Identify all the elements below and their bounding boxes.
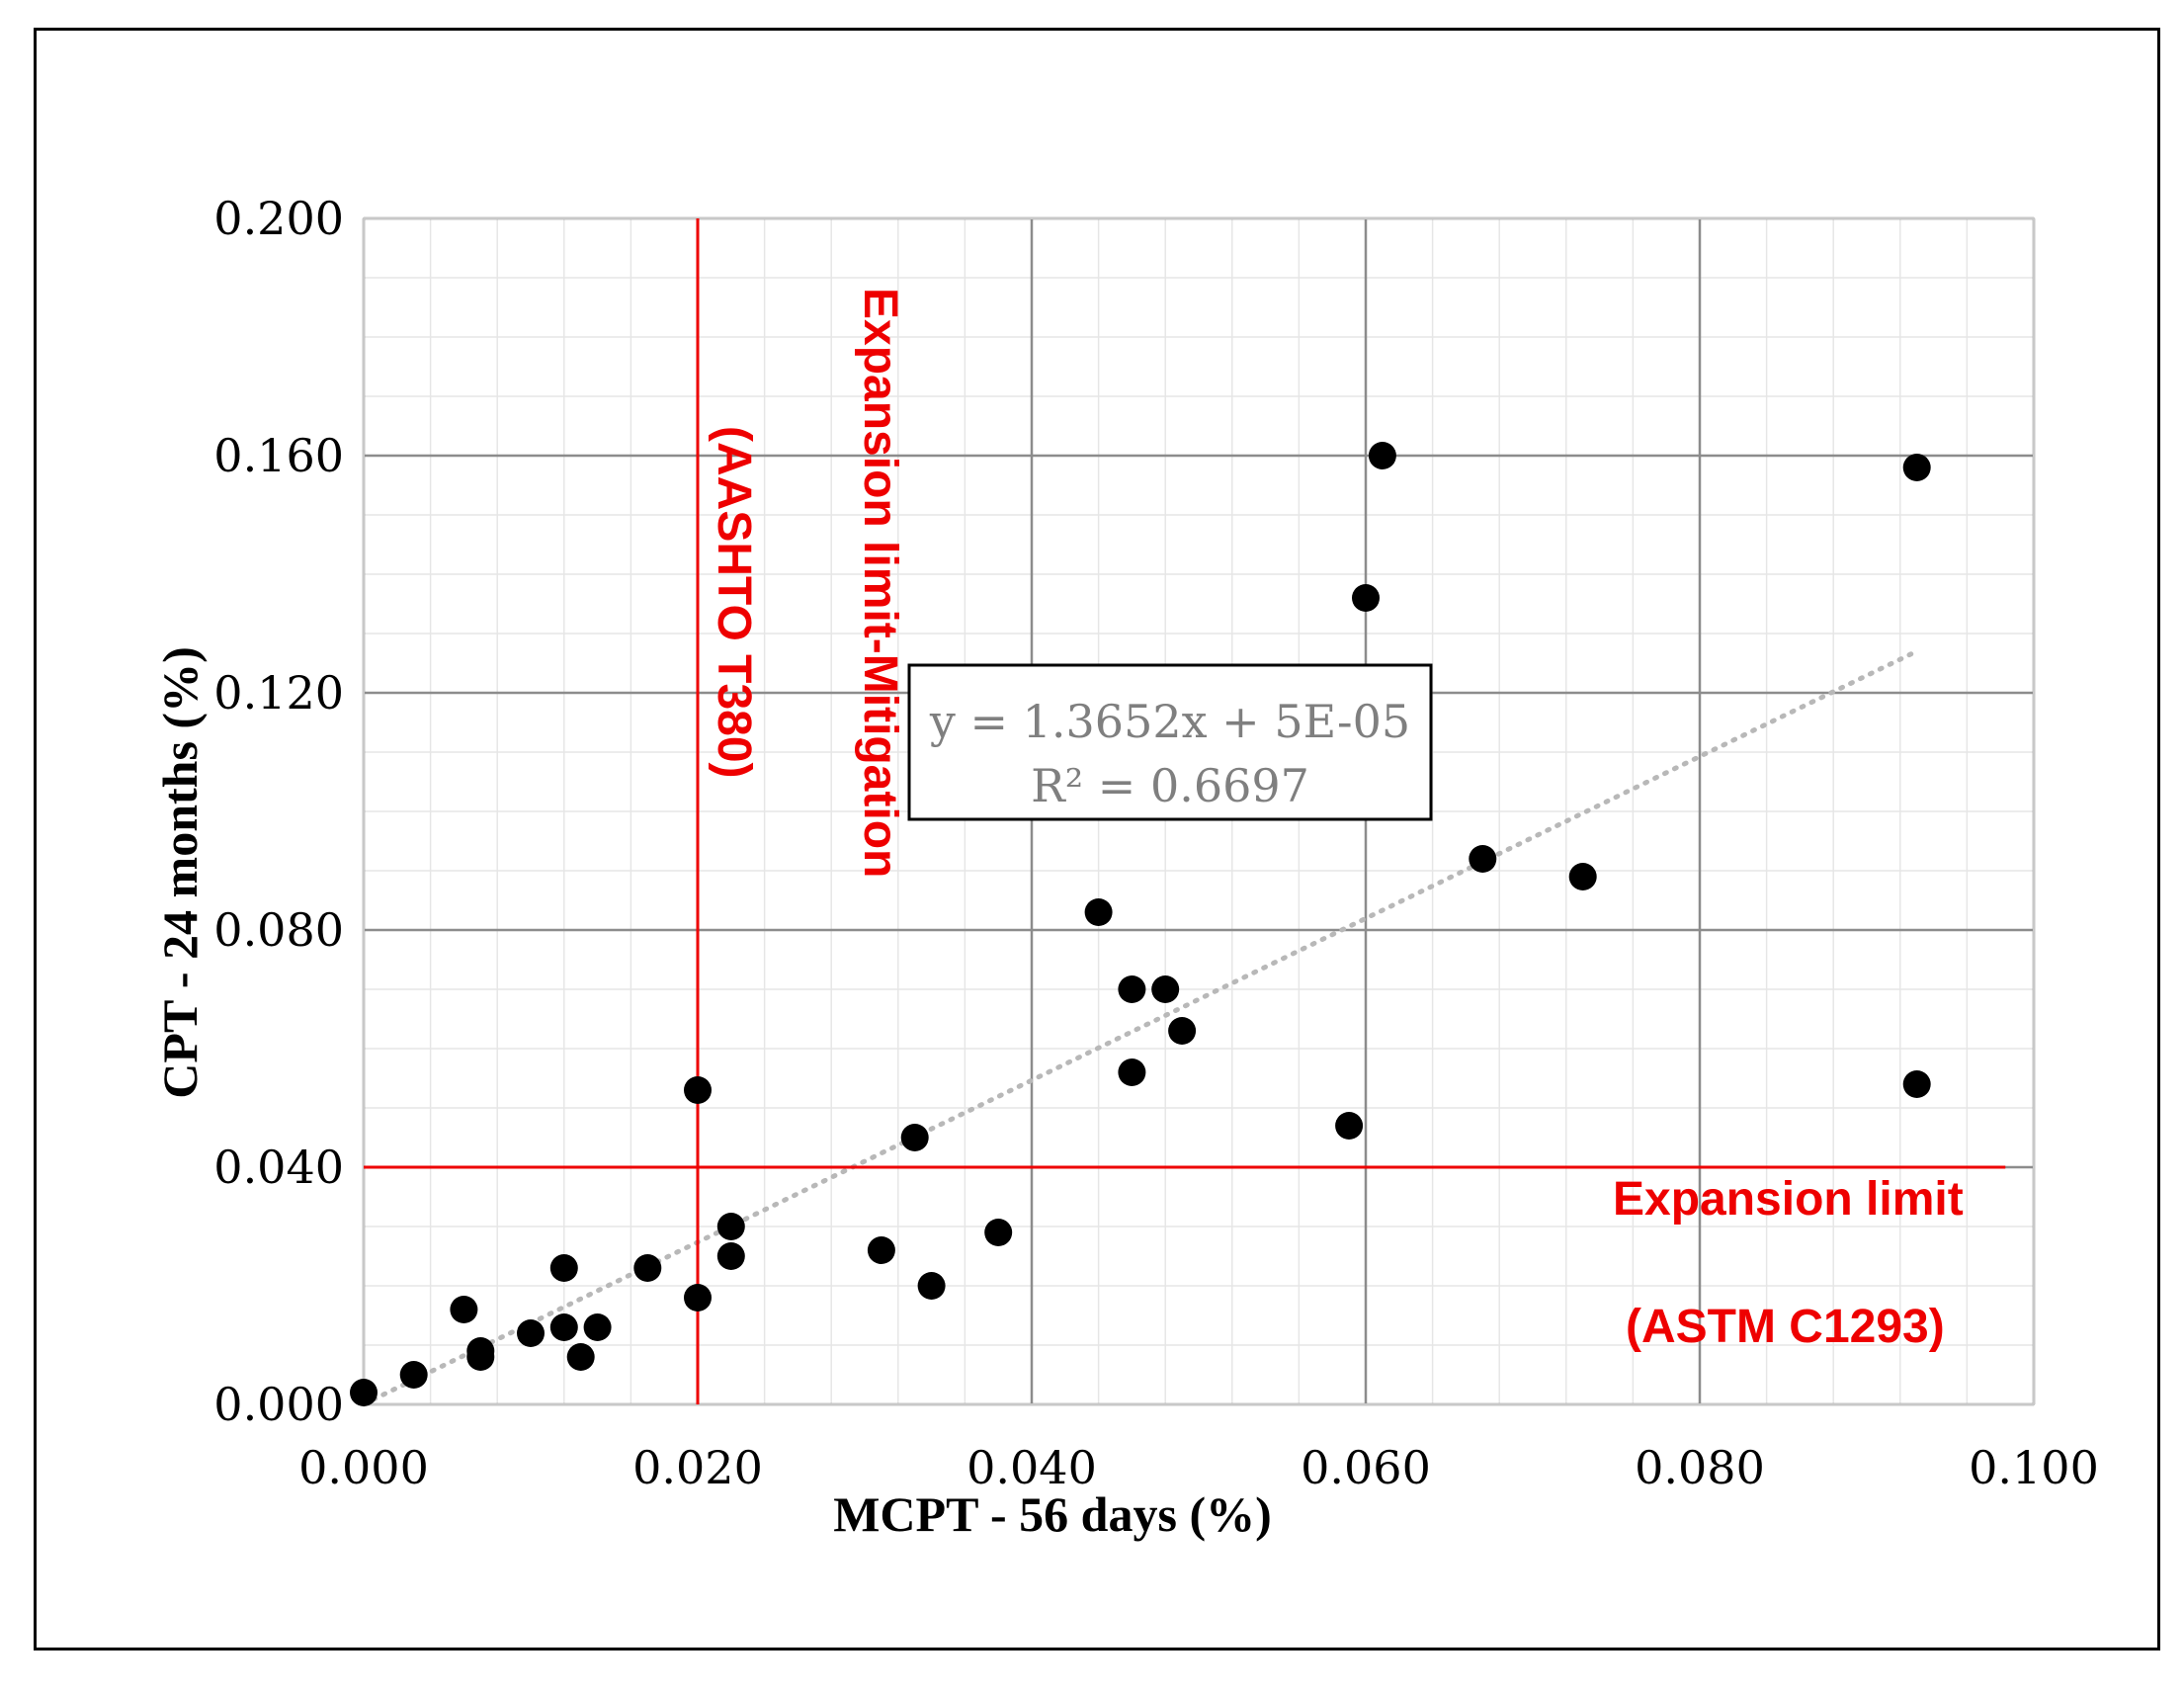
expansion-limit-label: Expansion limit: [1613, 1173, 1964, 1226]
y-tick-label: 0.080: [213, 903, 344, 957]
data-point: [566, 1343, 595, 1371]
plot-area-border: [363, 217, 2035, 1405]
equation-box: y = 1.3652x + 5E-05 R² = 0.6697: [907, 663, 1433, 821]
y-tick-label: 0.120: [213, 666, 344, 720]
linear-trendline: [361, 648, 1920, 1407]
data-point: [466, 1343, 495, 1371]
aashto-t380-label: (AASHTO T380): [708, 426, 760, 779]
data-point: [984, 1219, 1013, 1246]
data-point: [1335, 1112, 1364, 1140]
data-point: [350, 1379, 378, 1406]
data-point: [684, 1284, 712, 1312]
x-tick-label: 0.100: [1969, 1441, 2099, 1494]
x-tick-label: 0.080: [1635, 1441, 1765, 1494]
data-point: [716, 1213, 745, 1240]
data-point: [549, 1254, 578, 1282]
y-tick-label: 0.040: [213, 1141, 344, 1194]
data-point: [549, 1313, 578, 1341]
mitigation-limit-label: Expansion limit-Mitigation: [854, 288, 906, 878]
figure-frame: 0.000 0.040 0.080 0.120 0.160 0.200 0.000 0.02…: [34, 28, 2160, 1651]
y-tick-label: 0.160: [213, 429, 344, 482]
data-point: [867, 1236, 895, 1264]
y-axis-tick-labels: 0.000 0.040 0.080 0.120 0.160 0.200: [213, 192, 344, 1431]
data-point: [1568, 863, 1597, 890]
data-points: [350, 442, 1931, 1406]
x-tick-label: 0.060: [1301, 1441, 1431, 1494]
data-point: [517, 1319, 545, 1347]
x-axis-tick-labels: 0.000 0.020 0.040 0.060 0.080 0.100: [298, 1441, 2099, 1494]
data-point: [917, 1272, 946, 1300]
x-tick-label: 0.040: [966, 1441, 1097, 1494]
data-point: [399, 1361, 428, 1389]
data-point: [583, 1313, 612, 1341]
data-point: [633, 1254, 662, 1282]
data-point: [1902, 1070, 1931, 1098]
y-tick-label: 0.200: [213, 192, 344, 245]
data-point: [1118, 1058, 1146, 1086]
data-point: [1368, 442, 1396, 469]
data-point: [716, 1242, 745, 1270]
scatter-chart: 0.000 0.040 0.080 0.120 0.160 0.200 0.000 0.02…: [152, 192, 2099, 1542]
data-point: [1902, 454, 1931, 481]
data-point: [1084, 898, 1113, 926]
data-point: [1168, 1017, 1197, 1045]
x-tick-label: 0.020: [632, 1441, 763, 1494]
y-axis-title: CPT - 24 months (%): [152, 646, 208, 1098]
r-squared-label: R² = 0.6697: [1031, 759, 1309, 812]
data-point: [1352, 584, 1380, 612]
data-point: [1151, 975, 1180, 1003]
trendline-equation: y = 1.3652x + 5E-05: [929, 695, 1410, 748]
equation-box-frame: [907, 663, 1433, 821]
x-tick-label: 0.000: [298, 1441, 429, 1494]
y-tick-label: 0.000: [213, 1378, 344, 1431]
data-point: [1118, 975, 1146, 1003]
astm-c1293-label: (ASTM C1293): [1626, 1301, 1945, 1353]
data-point: [684, 1076, 712, 1104]
x-axis-title: MCPT - 56 days (%): [833, 1486, 1272, 1542]
data-point: [450, 1296, 478, 1323]
data-point: [900, 1124, 929, 1151]
data-point: [1469, 845, 1497, 873]
